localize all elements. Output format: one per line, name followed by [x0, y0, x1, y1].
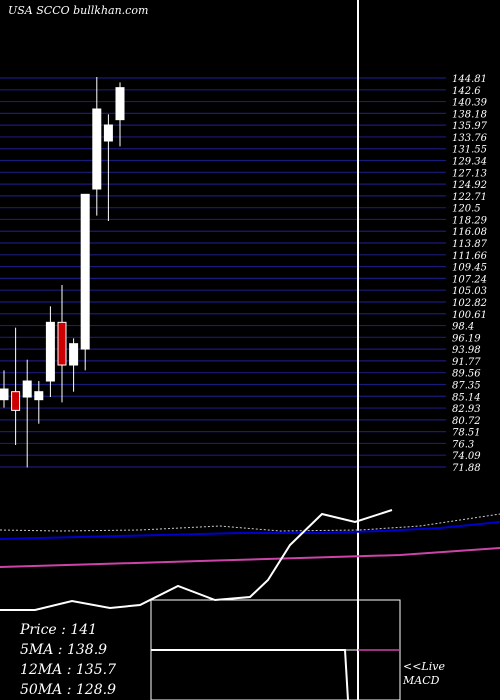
- y-tick-label: 105.03: [452, 286, 487, 297]
- y-tick-label: 74.09: [452, 451, 481, 462]
- y-tick-label: 118.29: [452, 215, 488, 226]
- macd-label-line1: <<Live: [403, 660, 445, 673]
- y-tick-label: 78.51: [452, 428, 481, 439]
- candle-body: [80, 193, 90, 350]
- ma12-label: 12MA: [20, 662, 63, 678]
- y-tick-label: 144.81: [452, 74, 487, 85]
- y-tick-label: 142.6: [452, 86, 481, 97]
- candle-body: [22, 380, 32, 398]
- y-tick-label: 102.82: [452, 298, 487, 309]
- ma50-row: 50MA : 128.9: [20, 682, 116, 698]
- candle-body: [103, 124, 113, 142]
- y-tick-label: 71.88: [452, 463, 481, 474]
- y-tick-label: 107.24: [452, 274, 487, 285]
- y-tick-label: 87.35: [452, 380, 481, 391]
- y-tick-label: 111.66: [452, 251, 488, 262]
- y-axis-ticks: 144.81142.6140.39138.18135.97133.76131.5…: [452, 74, 488, 474]
- y-tick-label: 98.4: [452, 322, 474, 333]
- y-tick-label: 140.39: [452, 98, 488, 109]
- y-tick-label: 124.92: [452, 180, 487, 191]
- candle-body: [57, 321, 67, 366]
- y-tick-label: 80.72: [452, 416, 481, 427]
- y-tick-label: 113.87: [452, 239, 488, 250]
- ma5-label: 5MA: [20, 642, 54, 658]
- candle-body: [11, 391, 21, 411]
- candle-body: [45, 321, 55, 382]
- y-tick-label: 100.61: [452, 310, 487, 321]
- ma-dotted-line: [0, 513, 500, 532]
- y-tick-label: 135.97: [452, 121, 488, 132]
- indicator-panel: [0, 509, 500, 700]
- candle-body: [115, 87, 125, 121]
- y-tick-label: 109.45: [452, 263, 487, 274]
- y-tick-label: 131.55: [452, 145, 487, 156]
- ma5-row: 5MA : 138.9: [20, 642, 108, 658]
- y-tick-label: 93.98: [452, 345, 481, 356]
- ma5-value: 138.9: [66, 642, 108, 658]
- y-tick-label: 85.14: [452, 392, 481, 403]
- y-tick-label: 129.34: [452, 157, 487, 168]
- y-tick-label: 127.13: [452, 168, 487, 179]
- y-tick-label: 89.56: [452, 369, 481, 380]
- ma12-value: 135.7: [75, 662, 116, 678]
- y-tick-label: 82.93: [452, 404, 481, 415]
- ma-blue-line: [0, 521, 500, 540]
- macd-label-line2: MACD: [403, 674, 440, 687]
- candles: [0, 76, 125, 468]
- macd-label: <<Live MACD: [403, 660, 445, 688]
- y-tick-label: 91.77: [452, 357, 481, 368]
- ma12-row: 12MA : 135.7: [20, 662, 116, 678]
- y-tick-label: 138.18: [452, 109, 487, 120]
- candle-body: [69, 343, 79, 366]
- price-label: Price: [20, 622, 57, 638]
- info-panel: Price : 141 5MA : 138.9 12MA : 135.7 50M…: [20, 620, 116, 700]
- y-tick-label: 122.71: [452, 192, 487, 203]
- site-title: USA SCCO bullkhan.com: [8, 4, 149, 17]
- price-grid: [0, 0, 446, 700]
- y-tick-label: 120.5: [452, 204, 481, 215]
- y-tick-label: 76.3: [452, 439, 474, 450]
- macd-line: [151, 649, 349, 700]
- candle-body: [0, 388, 9, 401]
- candle-body: [92, 108, 102, 190]
- ma-pink-line: [0, 547, 500, 568]
- y-tick-label: 116.08: [452, 227, 487, 238]
- price-value: 141: [70, 622, 98, 638]
- y-tick-label: 96.19: [452, 333, 481, 344]
- y-tick-label: 133.76: [452, 133, 488, 144]
- price-white-line: [0, 509, 393, 611]
- ma50-value: 128.9: [75, 682, 116, 698]
- ma50-label: 50MA: [20, 682, 63, 698]
- candle-body: [34, 391, 44, 401]
- price-row: Price : 141: [20, 622, 98, 638]
